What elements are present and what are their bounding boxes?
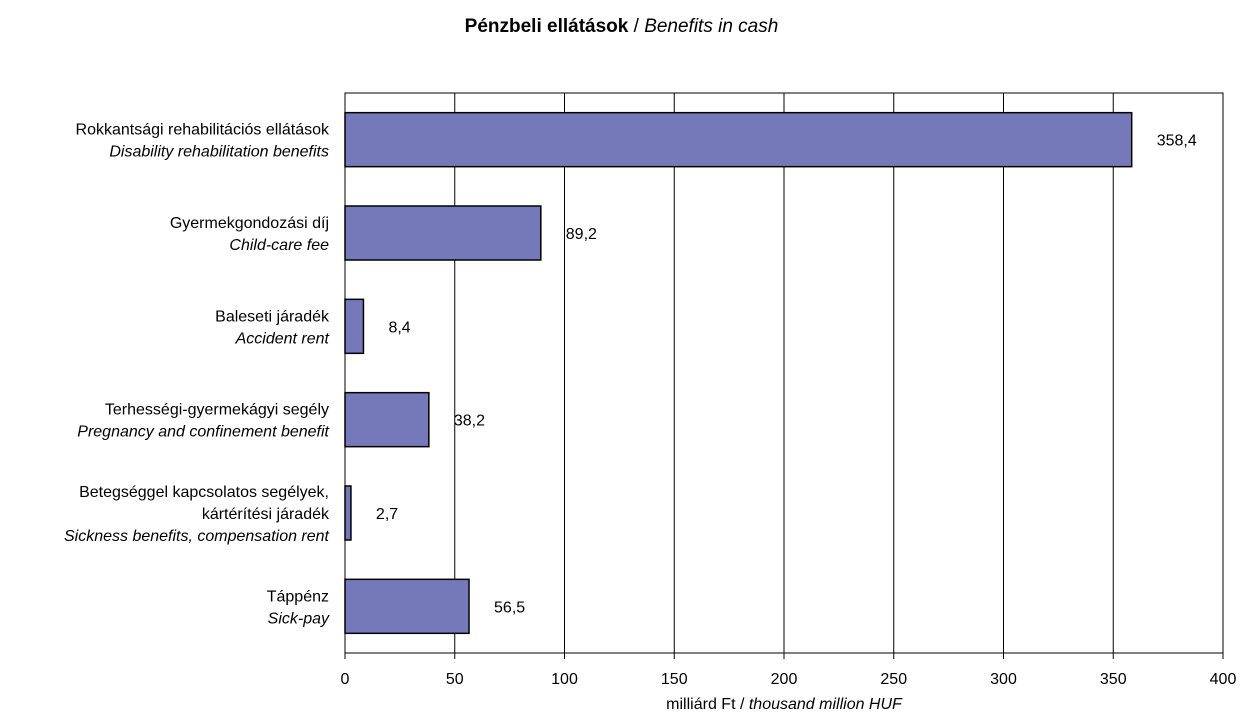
tick-label-100: 100 (551, 671, 578, 688)
bar-4 (344, 485, 352, 541)
chart-title-separator: / (628, 16, 645, 37)
data-label-0: 358,4 (1157, 133, 1197, 150)
chart-title: Pénzbeli ellátások / Benefits in cash (0, 16, 1243, 38)
data-label-1: 89,2 (566, 226, 597, 243)
category-label-4-hungarian-1: kártérítési járadék (202, 506, 330, 523)
tick-label-350: 350 (1100, 671, 1127, 688)
category-label-1-hungarian-0: Gyermekgondozási díj (170, 215, 329, 232)
data-label-4: 2,7 (376, 506, 398, 523)
tick-label-0: 0 (341, 671, 350, 688)
tick-label-150: 150 (661, 671, 688, 688)
data-label-3: 38,2 (454, 413, 485, 430)
x-axis-title-english: thousand million HUF (749, 696, 903, 713)
bar-1 (344, 205, 542, 261)
category-label-2-english-1: Accident rent (235, 330, 330, 347)
category-label-3-hungarian-0: Terhességi-gyermekágyi segély (105, 402, 329, 419)
grid-lines (454, 93, 1114, 653)
chart-title-hungarian: Pénzbeli ellátások (464, 16, 629, 37)
data-label-2: 8,4 (388, 319, 410, 336)
category-label-4-hungarian-0: Betegséggel kapcsolatos segélyek, (79, 484, 329, 501)
bar-3 (344, 391, 430, 448)
data-label-5: 56,5 (494, 599, 525, 616)
category-label-5-hungarian-0: Táppénz (267, 588, 329, 605)
bars: 358,4 89,2 8,4 38,2 2,7 56,5 (344, 111, 1197, 635)
x-axis-title-separator: / (736, 696, 749, 713)
tick-label-400: 400 (1210, 671, 1237, 688)
tick-label-300: 300 (990, 671, 1017, 688)
bar-2 (344, 298, 365, 355)
bar-0 (344, 111, 1133, 168)
x-axis-ticks: 0 50 100 150 200 250 300 350 400 (341, 653, 1237, 688)
tick-label-50: 50 (446, 671, 464, 688)
category-label-0-hungarian-0: Rokkantsági rehabilitációs ellátások (76, 122, 330, 139)
tick-label-250: 250 (880, 671, 907, 688)
tick-label-200: 200 (771, 671, 798, 688)
category-label-3-english-1: Pregnancy and confinement benefit (77, 424, 329, 441)
category-label-4-english-2: Sickness benefits, compensation rent (64, 528, 330, 545)
x-axis-title-hungarian: milliárd Ft (666, 696, 736, 713)
x-axis-title: milliárd Ft / thousand million HUF (666, 696, 903, 713)
chart-title-english: Benefits in cash (644, 16, 779, 37)
category-label-2-hungarian-0: Baleseti járadék (215, 308, 330, 325)
category-label-5-english-1: Sick-pay (268, 610, 330, 627)
category-label-1-english-1: Child-care fee (229, 237, 329, 254)
category-label-0-english-1: Disability rehabilitation benefits (109, 144, 329, 161)
category-labels: Rokkantsági rehabilitációs ellátások Disa… (64, 122, 330, 628)
bar-5 (344, 578, 470, 635)
